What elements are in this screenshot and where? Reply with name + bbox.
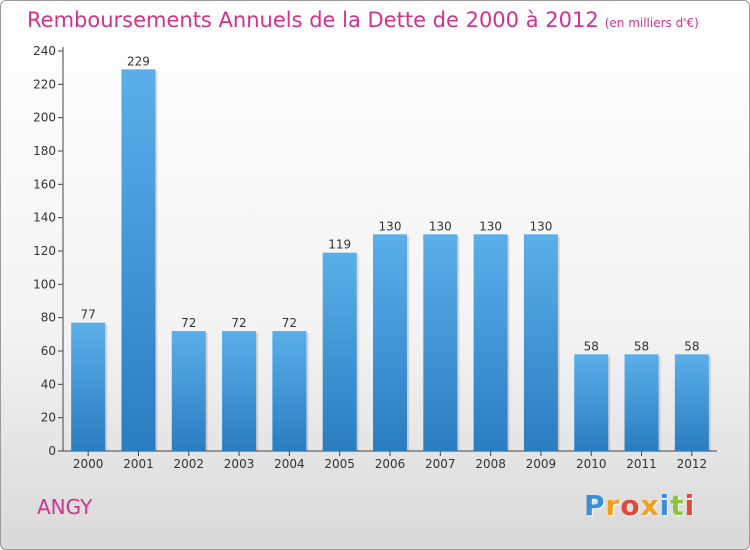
- chart-title-text: Remboursements Annuels de la Dette de 20…: [27, 8, 599, 32]
- bar: [423, 234, 458, 451]
- bar-value-label: 72: [181, 316, 196, 330]
- y-tick-label: 0: [48, 444, 56, 458]
- proxiti-logo: Proxiti: [584, 489, 695, 522]
- bar-value-label: 130: [479, 219, 502, 233]
- y-tick-label: 240: [33, 44, 56, 58]
- bars: 77 229 72 72 72 119 130 130 130 130 58 58 58: [71, 54, 711, 451]
- bar: [71, 322, 106, 451]
- bar-value-label: 130: [529, 219, 552, 233]
- bar-value-label: 72: [282, 316, 297, 330]
- bar: [523, 234, 558, 451]
- y-tick-label: 80: [41, 311, 56, 325]
- logo-letter: x: [640, 489, 660, 522]
- x-tick-label: 2002: [173, 457, 204, 471]
- y-tick-label: 40: [41, 377, 56, 391]
- logo-letter: o: [620, 489, 641, 522]
- bar: [373, 234, 407, 451]
- bar-value-label: 58: [684, 339, 699, 353]
- bar-value-label: 77: [81, 308, 96, 322]
- bar: [624, 354, 659, 451]
- x-tick-label: 2012: [677, 457, 708, 471]
- x-tick-label: 2010: [576, 457, 607, 471]
- logo-letter: i: [659, 489, 671, 522]
- bar: [222, 331, 257, 451]
- bar: [121, 69, 156, 451]
- y-tick-label: 100: [33, 277, 56, 291]
- logo-letter: t: [670, 489, 685, 522]
- commune-name: ANGY: [37, 495, 93, 519]
- bar-value-label: 229: [127, 54, 150, 68]
- bar: [322, 252, 357, 451]
- bar: [674, 354, 709, 451]
- chart-subtitle: (en milliers d'€): [604, 16, 699, 30]
- x-tick-label: 2006: [375, 457, 406, 471]
- bar-value-label: 58: [584, 339, 599, 353]
- x-tick-label: 2004: [274, 457, 305, 471]
- bar-value-label: 130: [429, 219, 452, 233]
- x-tick-label: 2001: [123, 457, 154, 471]
- y-tick-label: 120: [33, 244, 56, 258]
- x-tick-label: 2005: [324, 457, 355, 471]
- x-tick-label: 2011: [626, 457, 657, 471]
- y-tick-label: 160: [33, 177, 56, 191]
- bar-value-label: 130: [379, 219, 402, 233]
- x-tick-label: 2008: [475, 457, 506, 471]
- bar-value-label: 72: [231, 316, 246, 330]
- axes: 0 20 40 60 80 100 120 140 160 180 200 220 240 2000 200…: [33, 44, 717, 471]
- y-tick-label: 20: [41, 411, 56, 425]
- y-tick-label: 220: [33, 77, 56, 91]
- y-tick-label: 140: [33, 211, 56, 225]
- bar: [171, 331, 206, 451]
- x-tick-label: 2009: [526, 457, 557, 471]
- x-tick-label: 2000: [73, 457, 104, 471]
- logo-letter: P: [584, 489, 606, 522]
- bar: [272, 331, 307, 451]
- bar: [473, 234, 508, 451]
- x-tick-label: 2003: [224, 457, 255, 471]
- y-tick-label: 60: [41, 344, 56, 358]
- chart-title: Remboursements Annuels de la Dette de 20…: [27, 8, 699, 32]
- logo-letter: r: [605, 489, 621, 522]
- bar: [574, 354, 609, 451]
- logo-letter: i: [684, 489, 696, 522]
- bar-value-label: 58: [634, 339, 649, 353]
- y-tick-label: 180: [33, 144, 56, 158]
- bar-value-label: 119: [328, 238, 351, 252]
- x-tick-label: 2007: [425, 457, 456, 471]
- y-tick-label: 200: [33, 111, 56, 125]
